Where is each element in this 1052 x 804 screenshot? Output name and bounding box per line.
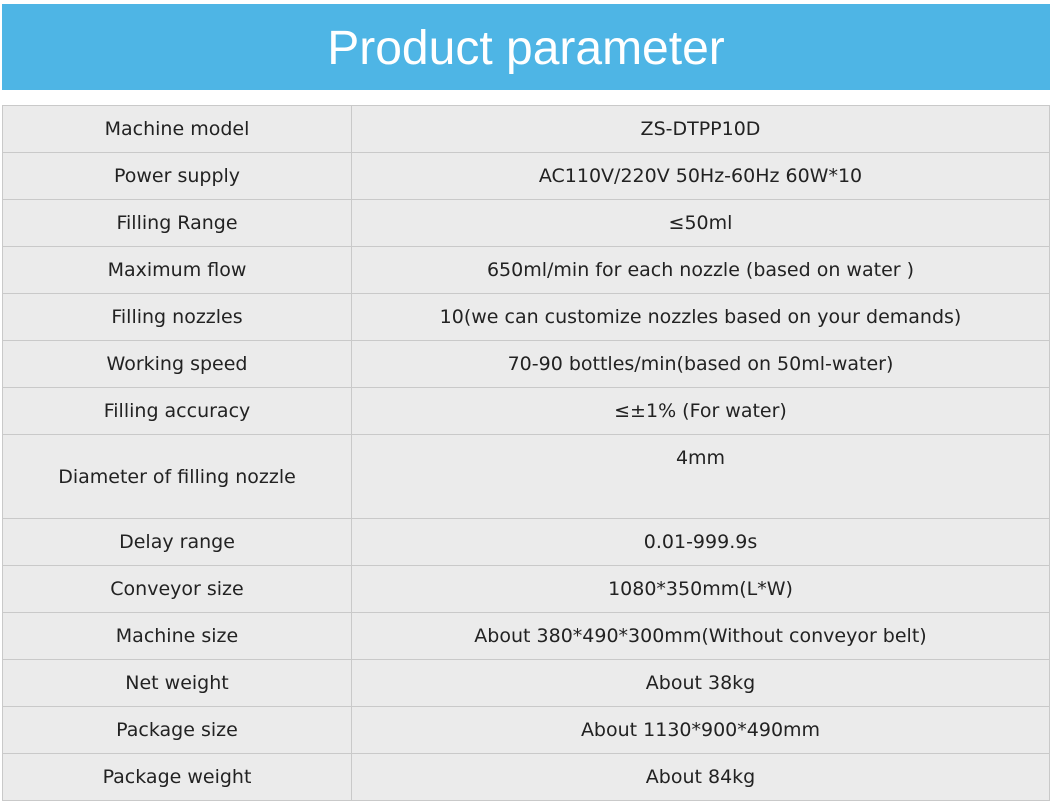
param-table: Machine model ZS-DTPP10D Power supply AC110… bbox=[2, 105, 1050, 801]
param-name: Machine size bbox=[2, 612, 352, 660]
table-row: Filling accuracy ≤±1% (For water) bbox=[2, 387, 1050, 435]
table-row: Power supply AC110V/220V 50Hz-60Hz 60W*10 bbox=[2, 152, 1050, 200]
table-row: Filling Range ≤50ml bbox=[2, 199, 1050, 247]
param-name: Working speed bbox=[2, 340, 352, 388]
param-value: ≤50ml bbox=[351, 199, 1050, 247]
param-value: ZS-DTPP10D bbox=[351, 105, 1050, 153]
param-name: Filling nozzles bbox=[2, 293, 352, 341]
table-row: Net weight About 38kg bbox=[2, 659, 1050, 707]
param-name: Conveyor size bbox=[2, 565, 352, 613]
param-name: Machine model bbox=[2, 105, 352, 153]
table-row: Diameter of filling nozzle 4mm bbox=[2, 434, 1050, 519]
param-value: ≤±1% (For water) bbox=[351, 387, 1050, 435]
param-value: About 84kg bbox=[351, 753, 1050, 801]
table-row: Package size About 1130*900*490mm bbox=[2, 706, 1050, 754]
param-value: 4mm bbox=[351, 434, 1050, 519]
title: Product parameter bbox=[2, 4, 1050, 90]
table-row: Working speed 70-90 bottles/min(based on … bbox=[2, 340, 1050, 388]
param-value: 70-90 bottles/min(based on 50ml-water) bbox=[351, 340, 1050, 388]
param-name: Package weight bbox=[2, 753, 352, 801]
param-name: Filling Range bbox=[2, 199, 352, 247]
table-row: Maximum flow 650ml/min for each nozzle (b… bbox=[2, 246, 1050, 294]
param-value: About 380*490*300mm(Without conveyor bel… bbox=[351, 612, 1050, 660]
param-value: About 38kg bbox=[351, 659, 1050, 707]
param-name: Filling accuracy bbox=[2, 387, 352, 435]
param-value: 0.01-999.9s bbox=[351, 518, 1050, 566]
table-row: Conveyor size 1080*350mm(L*W) bbox=[2, 565, 1050, 613]
table-row: Machine size About 380*490*300mm(Without … bbox=[2, 612, 1050, 660]
table-row: Package weight About 84kg bbox=[2, 753, 1050, 801]
param-name: Package size bbox=[2, 706, 352, 754]
table-row: Machine model ZS-DTPP10D bbox=[2, 105, 1050, 153]
param-value: 1080*350mm(L*W) bbox=[351, 565, 1050, 613]
param-value: 10(we can customize nozzles based on you… bbox=[351, 293, 1050, 341]
param-name: Diameter of filling nozzle bbox=[2, 434, 352, 519]
param-name: Delay range bbox=[2, 518, 352, 566]
param-value: AC110V/220V 50Hz-60Hz 60W*10 bbox=[351, 152, 1050, 200]
param-name: Maximum flow bbox=[2, 246, 352, 294]
param-name: Net weight bbox=[2, 659, 352, 707]
param-value: 650ml/min for each nozzle (based on wate… bbox=[351, 246, 1050, 294]
table-row: Delay range 0.01-999.9s bbox=[2, 518, 1050, 566]
param-value: About 1130*900*490mm bbox=[351, 706, 1050, 754]
param-name: Power supply bbox=[2, 152, 352, 200]
table-row: Filling nozzles 10(we can customize nozzl… bbox=[2, 293, 1050, 341]
